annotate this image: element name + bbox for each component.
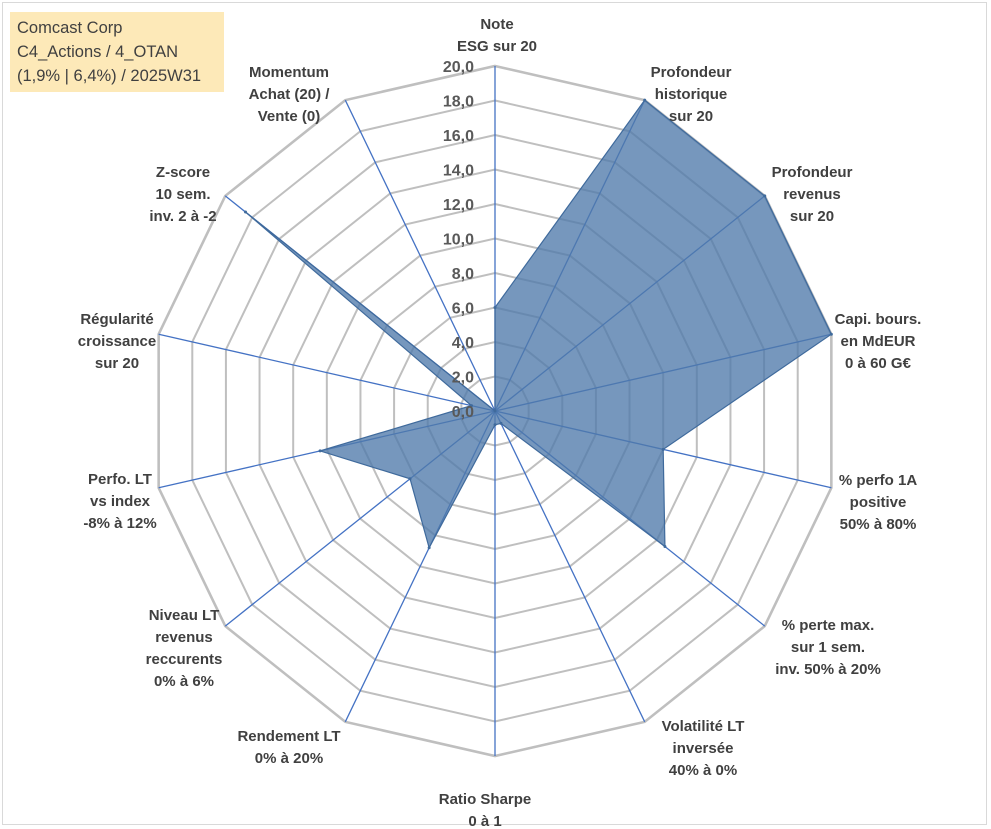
- axis-label-7: Ratio Sharpe 0 à 1: [439, 791, 532, 829]
- axis-label-8-line-0: Rendement LT: [237, 728, 340, 745]
- info-line-company: Comcast Corp: [17, 19, 123, 37]
- data-point-7: [493, 423, 497, 427]
- tick-label-0: 0,0: [452, 404, 474, 421]
- axis-labels: Note ESG sur 20 Profondeur historique sur 20…: [78, 16, 922, 829]
- tick-labels: 0,0 2,0 4,0 6,0 8,0 10,0 12,0 14,0 16,0 18,0 20,0: [443, 59, 474, 421]
- info-box: Comcast Corp C4_Actions / 4_OTAN (1,9% |…: [10, 12, 224, 92]
- axis-label-11-line-2: sur 20: [95, 355, 139, 372]
- tick-label-5: 10,0: [443, 232, 474, 249]
- data-point-3: [829, 332, 833, 336]
- data-point-13: [493, 409, 497, 413]
- axis-label-13-line-2: Vente (0): [258, 108, 321, 125]
- axis-label-1-line-0: Profondeur: [651, 64, 732, 81]
- axis-label-4-line-1: positive: [850, 494, 907, 511]
- tick-label-10: 20,0: [443, 59, 474, 76]
- tick-label-6: 12,0: [443, 197, 474, 214]
- data-point-8: [427, 546, 431, 550]
- axis-label-1-line-1: historique: [655, 86, 728, 103]
- tick-label-7: 14,0: [443, 163, 474, 180]
- tick-label-8: 16,0: [443, 128, 474, 145]
- data-point-4: [661, 447, 665, 451]
- tick-label-4: 8,0: [452, 266, 474, 283]
- data-point-12: [243, 210, 247, 214]
- axis-label-6-line-2: 40% à 0%: [669, 762, 737, 779]
- info-line-period: (1,9% | 6,4%) / 2025W31: [17, 67, 202, 85]
- axis-label-3-line-2: 0 à 60 G€: [845, 355, 912, 372]
- axis-label-5-line-1: sur 1 sem.: [791, 639, 865, 656]
- tick-label-1: 2,0: [452, 370, 474, 387]
- axis-label-9-line-3: 0% à 6%: [154, 673, 214, 690]
- axis-label-9-line-0: Niveau LT: [149, 607, 220, 624]
- data-point-1: [643, 98, 647, 102]
- axis-label-4-line-2: 50% à 80%: [840, 516, 917, 533]
- axis-label-6-line-1: inversée: [673, 740, 734, 757]
- axis-label-2-line-2: sur 20: [790, 208, 834, 225]
- axis-label-6-line-0: Volatilité LT: [662, 718, 745, 735]
- axis-label-3-line-0: Capi. bours.: [835, 311, 922, 328]
- data-point-11: [469, 404, 473, 408]
- axis-label-4: % perfo 1A positive 50% à 80%: [839, 472, 918, 533]
- data-point-6: [499, 421, 503, 425]
- axis-label-0: Note ESG sur 20: [457, 16, 537, 55]
- axis-label-12-line-1: 10 sem.: [155, 186, 210, 203]
- axis-label-9-line-2: reccurents: [146, 651, 223, 668]
- axis-label-0-line-1: ESG sur 20: [457, 38, 537, 55]
- axis-label-11-line-1: croissance: [78, 333, 156, 350]
- axis-label-5: % perte max. sur 1 sem. inv. 50% à 20%: [775, 617, 881, 678]
- axis-label-10-line-2: -8% à 12%: [83, 515, 156, 532]
- axis-label-13-line-1: Achat (20) /: [249, 86, 331, 103]
- data-series: [243, 98, 833, 550]
- axis-label-7-line-0: Ratio Sharpe: [439, 791, 532, 808]
- axis-label-8: Rendement LT 0% à 20%: [237, 728, 340, 767]
- series-area: [245, 99, 833, 550]
- axis-label-1-line-2: sur 20: [669, 108, 713, 125]
- info-line-category: C4_Actions / 4_OTAN: [17, 43, 179, 61]
- data-point-0: [493, 306, 497, 309]
- axis-label-7-line-1: 0 à 1: [468, 813, 501, 829]
- axis-label-2-line-0: Profondeur: [772, 164, 853, 181]
- axis-label-5-line-2: inv. 50% à 20%: [775, 661, 881, 678]
- axis-spoke-13: [344, 99, 496, 412]
- axis-label-9-line-1: revenus: [155, 629, 213, 646]
- axis-label-10-line-0: Perfo. LT: [88, 471, 152, 488]
- axis-label-6: Volatilité LT inversée 40% à 0%: [662, 718, 745, 779]
- axis-spoke-11: [158, 333, 496, 412]
- data-point-5: [663, 545, 667, 549]
- axis-label-10: Perfo. LT vs index -8% à 12%: [83, 471, 156, 532]
- axis-label-12-line-0: Z-score: [156, 164, 210, 181]
- axis-label-5-line-0: % perte max.: [782, 617, 875, 634]
- axis-label-3-line-1: en MdEUR: [841, 333, 916, 350]
- axis-label-2-line-1: revenus: [783, 186, 841, 203]
- axis-label-8-line-1: 0% à 20%: [255, 750, 323, 767]
- axis-label-4-line-0: % perfo 1A: [839, 472, 918, 489]
- axis-spoke-6: [494, 410, 646, 723]
- data-point-2: [763, 194, 767, 198]
- data-point-9: [408, 477, 412, 481]
- axis-label-3: Capi. bours. en MdEUR 0 à 60 G€: [835, 311, 922, 372]
- axis-label-0-line-0: Note: [480, 16, 513, 33]
- axis-label-13: Momentum Achat (20) / Vente (0): [249, 64, 331, 125]
- axis-label-11: Régularité croissance sur 20: [78, 311, 156, 372]
- axis-label-10-line-1: vs index: [90, 493, 151, 510]
- tick-label-2: 4,0: [452, 335, 474, 352]
- axis-label-2: Profondeur revenus sur 20: [772, 164, 853, 225]
- axis-label-12: Z-score 10 sem. inv. 2 à -2: [149, 164, 216, 225]
- axis-label-9: Niveau LT revenus reccurents 0% à 6%: [146, 607, 223, 690]
- axis-label-13-line-0: Momentum: [249, 64, 329, 81]
- axis-label-12-line-2: inv. 2 à -2: [149, 208, 216, 225]
- axis-label-11-line-0: Régularité: [80, 311, 153, 328]
- tick-label-3: 6,0: [452, 301, 474, 318]
- axis-label-1: Profondeur historique sur 20: [651, 64, 732, 125]
- tick-label-9: 18,0: [443, 94, 474, 111]
- data-point-10: [318, 449, 322, 453]
